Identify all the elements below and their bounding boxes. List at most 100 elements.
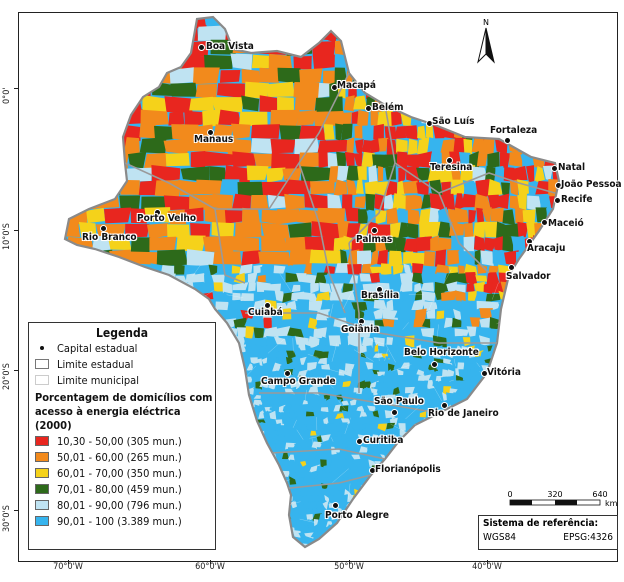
municipality-cell	[452, 471, 457, 478]
municipality-cell	[568, 125, 579, 139]
municipality-cell	[513, 39, 526, 55]
municipality-cell	[447, 369, 455, 377]
municipality-cell	[511, 454, 519, 462]
municipality-cell	[252, 519, 260, 528]
municipality-cell	[586, 13, 598, 29]
municipality-cell	[230, 236, 259, 253]
municipality-cell	[577, 389, 584, 393]
municipality-cell	[239, 410, 248, 418]
capital-dot	[526, 238, 533, 245]
municipality-cell	[351, 375, 361, 384]
municipality-cell	[173, 310, 184, 321]
municipality-cell	[407, 352, 413, 358]
municipality-cell	[304, 429, 309, 435]
municipality-cell	[218, 109, 241, 126]
municipality-cell	[570, 382, 578, 389]
municipality-cell	[439, 515, 450, 522]
municipality-cell	[197, 25, 228, 41]
municipality-cell	[599, 137, 610, 155]
municipality-cell	[529, 387, 536, 395]
municipality-cell	[213, 282, 226, 292]
municipality-cell	[365, 193, 376, 211]
municipality-cell	[230, 453, 240, 461]
municipality-cell	[221, 441, 230, 448]
municipality-cell	[468, 345, 475, 352]
municipality-cell	[566, 477, 574, 484]
municipality-cell	[444, 272, 459, 285]
municipality-cell	[339, 290, 355, 301]
municipality-cell	[614, 53, 617, 69]
municipality-cell	[273, 422, 281, 431]
municipality-cell	[280, 520, 289, 526]
municipality-cell	[394, 512, 404, 520]
municipality-cell	[232, 410, 243, 418]
municipality-cell	[448, 441, 458, 450]
municipality-cell	[585, 222, 594, 238]
municipal-limit-swatch	[35, 375, 49, 385]
municipality-cell	[19, 290, 30, 302]
municipality-cell	[615, 152, 617, 169]
municipality-cell	[521, 308, 537, 319]
municipality-cell	[241, 68, 260, 84]
city-label: Salvador	[506, 271, 551, 282]
municipality-cell	[509, 179, 519, 196]
municipality-cell	[417, 526, 428, 533]
municipality-cell	[396, 151, 408, 169]
municipality-cell	[238, 111, 268, 127]
municipality-cell	[479, 436, 484, 443]
municipality-cell	[595, 318, 609, 327]
municipality-cell	[180, 555, 188, 561]
municipality-cell	[520, 109, 531, 126]
map-legend: Legenda Capital estadual Limite estadual…	[28, 322, 216, 550]
municipality-cell	[374, 319, 386, 328]
municipality-cell	[437, 207, 448, 223]
municipality-cell	[359, 446, 369, 453]
municipality-cell	[568, 309, 579, 321]
municipality-cell	[434, 428, 443, 438]
municipality-cell	[590, 554, 595, 561]
municipality-cell	[253, 388, 261, 395]
municipality-cell	[592, 370, 603, 376]
municipality-cell	[391, 536, 400, 545]
municipality-cell	[502, 441, 512, 449]
municipality-cell	[254, 404, 260, 413]
municipality-cell	[499, 551, 508, 555]
municipality-cell	[613, 84, 617, 99]
municipality-cell	[577, 83, 592, 98]
municipality-cell	[452, 518, 458, 527]
municipality-cell	[432, 518, 442, 527]
municipality-cell	[571, 555, 581, 561]
municipality-cell	[252, 542, 264, 547]
municipality-cell	[318, 151, 329, 169]
municipality-cell	[417, 477, 423, 486]
municipality-cell	[614, 471, 617, 478]
municipality-cell	[301, 555, 307, 561]
municipality-cell	[539, 344, 548, 352]
municipality-cell	[277, 209, 301, 225]
municipality-cell	[571, 406, 582, 414]
municipality-cell	[469, 471, 478, 480]
municipality-cell	[485, 293, 501, 303]
municipality-cell	[109, 302, 124, 312]
municipality-cell	[584, 476, 588, 486]
municipality-cell	[556, 40, 559, 57]
municipality-cell	[361, 55, 372, 69]
municipality-cell	[220, 374, 231, 382]
municipality-cell	[223, 291, 232, 302]
municipality-cell	[306, 519, 315, 526]
municipality-cell	[532, 458, 542, 468]
municipality-cell	[598, 394, 603, 401]
municipality-cell	[602, 53, 615, 69]
municipality-cell	[502, 386, 512, 394]
municipality-cell	[503, 356, 511, 364]
municipality-cell	[612, 344, 617, 354]
municipality-cell	[225, 459, 234, 466]
municipality-cell	[535, 356, 546, 365]
municipality-cell	[570, 394, 577, 401]
municipality-cell	[397, 519, 404, 528]
municipality-cell	[396, 138, 408, 153]
municipality-cell	[221, 381, 228, 388]
municipality-cell	[561, 275, 576, 284]
municipality-cell	[590, 392, 598, 401]
municipality-cell	[348, 543, 358, 547]
